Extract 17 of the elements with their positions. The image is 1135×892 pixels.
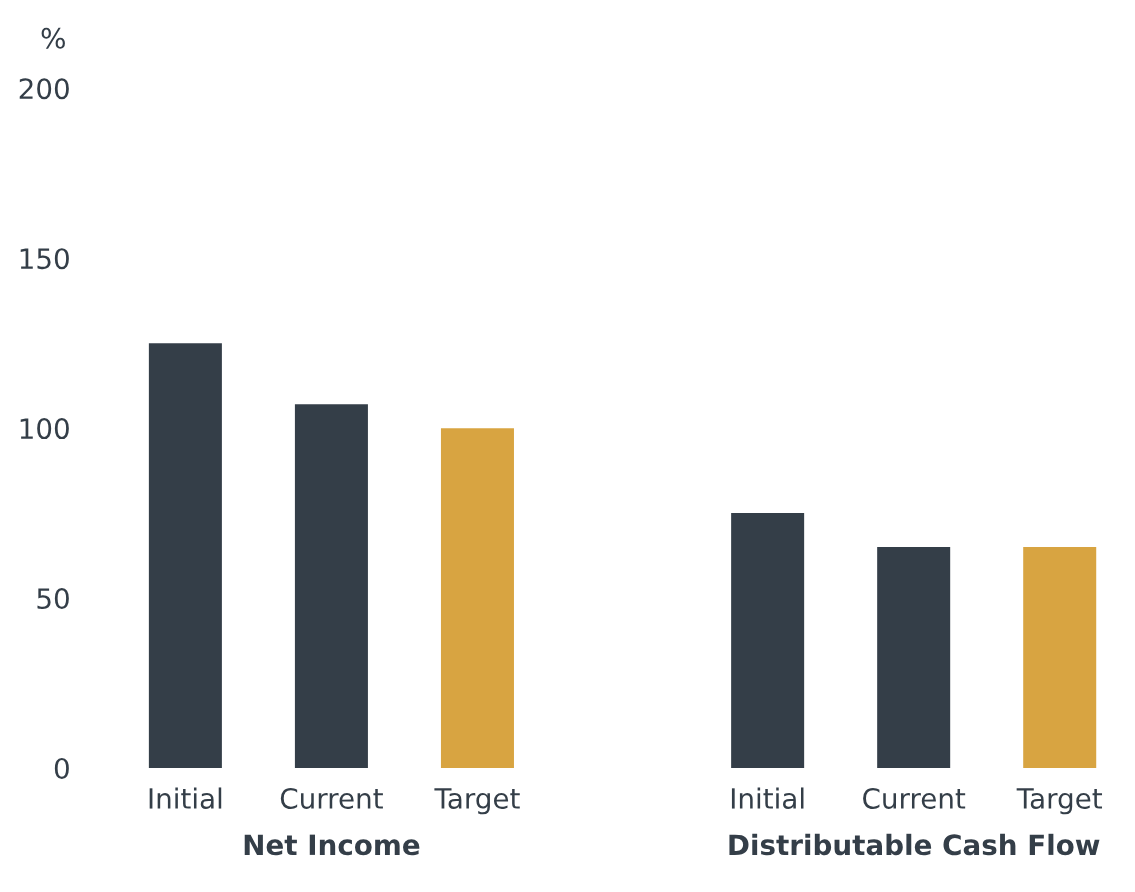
bar — [440, 428, 514, 769]
y-tick-label: 100 — [20, 418, 69, 440]
x-tick-label: Initial — [731, 787, 804, 809]
x-tick-label: Target — [434, 788, 520, 815]
x-axis-title: Distributable Cash Flow — [729, 833, 1100, 856]
y-axis-title: % — [41, 27, 65, 49]
x-axis-title: Net Income — [244, 834, 420, 856]
bar — [148, 343, 222, 769]
y-tick-label: 50 — [37, 588, 69, 610]
x-tick-label: Current — [280, 787, 383, 809]
y-tick-label: 150 — [20, 248, 69, 270]
x-tick-label: Target — [1016, 788, 1103, 815]
y-tick-label: 0 — [54, 757, 69, 779]
x-tick-label: Initial — [149, 787, 222, 809]
x-tick-label: Current — [863, 787, 966, 809]
bar — [294, 404, 368, 769]
y-tick-label: 200 — [19, 78, 69, 100]
